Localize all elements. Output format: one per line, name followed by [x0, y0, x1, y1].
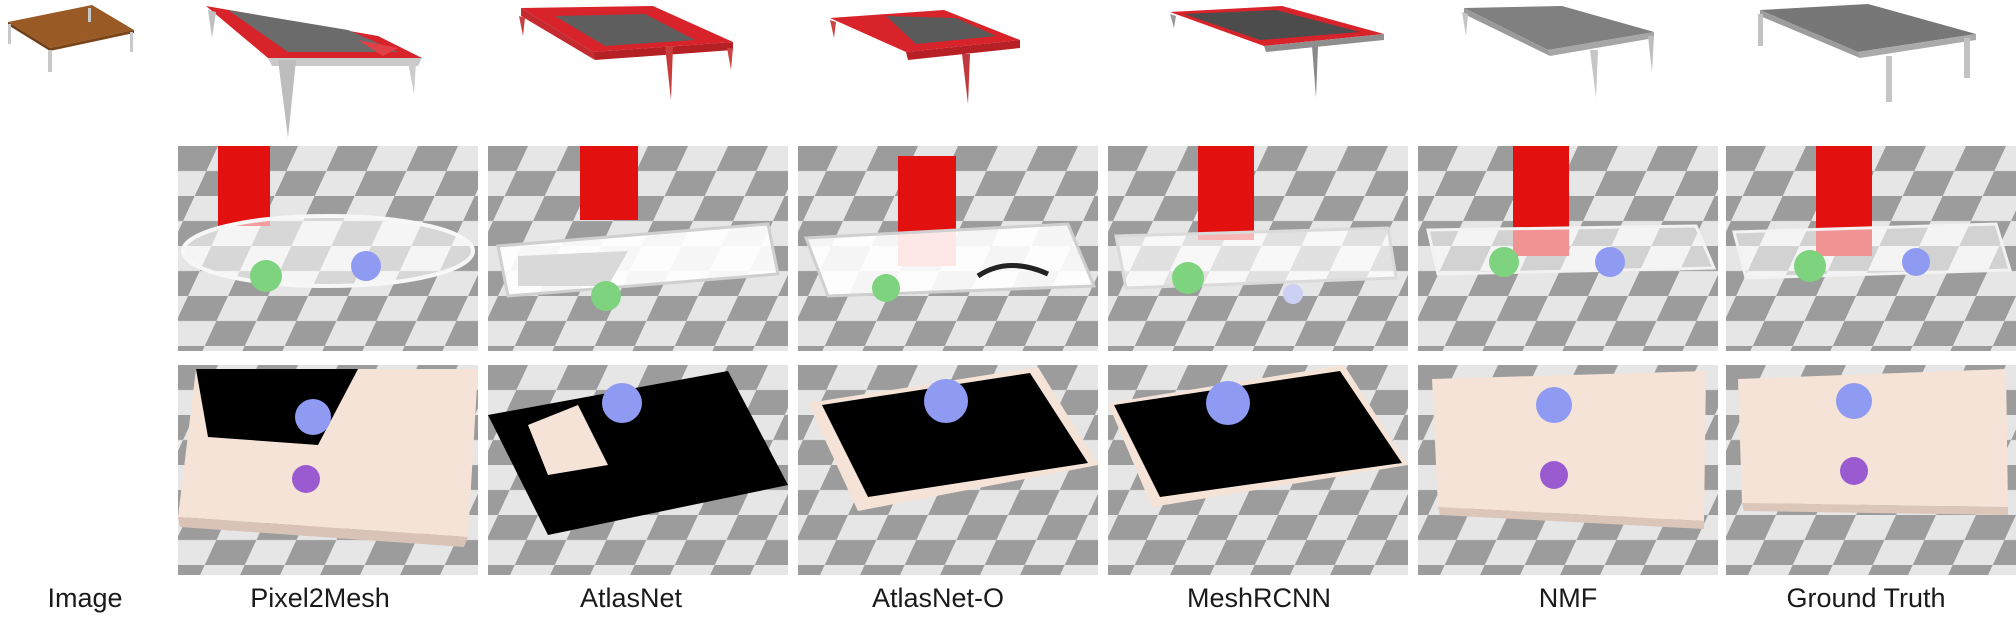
- atlasnet-o-transparent-scene: [798, 146, 1098, 351]
- pixel2mesh-diffuse-scene: [178, 365, 478, 575]
- input-image-table: [0, 0, 140, 110]
- nmf-diffuse-scene: [1418, 365, 1718, 575]
- ground-truth-diffuse-scene: [1726, 365, 2016, 575]
- atlasnet-error-mesh: [515, 0, 737, 112]
- ground-truth-mesh: [1754, 0, 1980, 106]
- meshrcnn-error-mesh: [1164, 0, 1388, 110]
- column-label-nmf: NMF: [1538, 583, 1598, 613]
- nmf-mesh: [1458, 0, 1660, 102]
- pixel2mesh-error-mesh: [178, 0, 428, 142]
- meshrcnn-transparent-scene: [1108, 146, 1408, 351]
- column-label-meshrcnn: MeshRCNN: [1186, 583, 1332, 613]
- pixel2mesh-transparent-scene: [178, 146, 478, 351]
- ground-truth-transparent-scene: [1726, 146, 2016, 351]
- atlasnet-o-error-mesh: [826, 0, 1022, 110]
- atlasnet-diffuse-scene: [488, 365, 788, 575]
- column-label-ground-truth: Ground Truth: [1786, 583, 1946, 613]
- atlasnet-o-diffuse-scene: [798, 365, 1098, 575]
- nmf-transparent-scene: [1418, 146, 1718, 351]
- column-label-atlasnet-o: AtlasNet-O: [871, 583, 1005, 613]
- meshrcnn-diffuse-scene: [1108, 365, 1408, 575]
- column-label-image: Image: [47, 583, 123, 613]
- column-label-pixel2mesh: Pixel2Mesh: [250, 583, 390, 613]
- atlasnet-transparent-scene: [488, 146, 788, 351]
- column-label-atlasnet: AtlasNet: [579, 583, 683, 613]
